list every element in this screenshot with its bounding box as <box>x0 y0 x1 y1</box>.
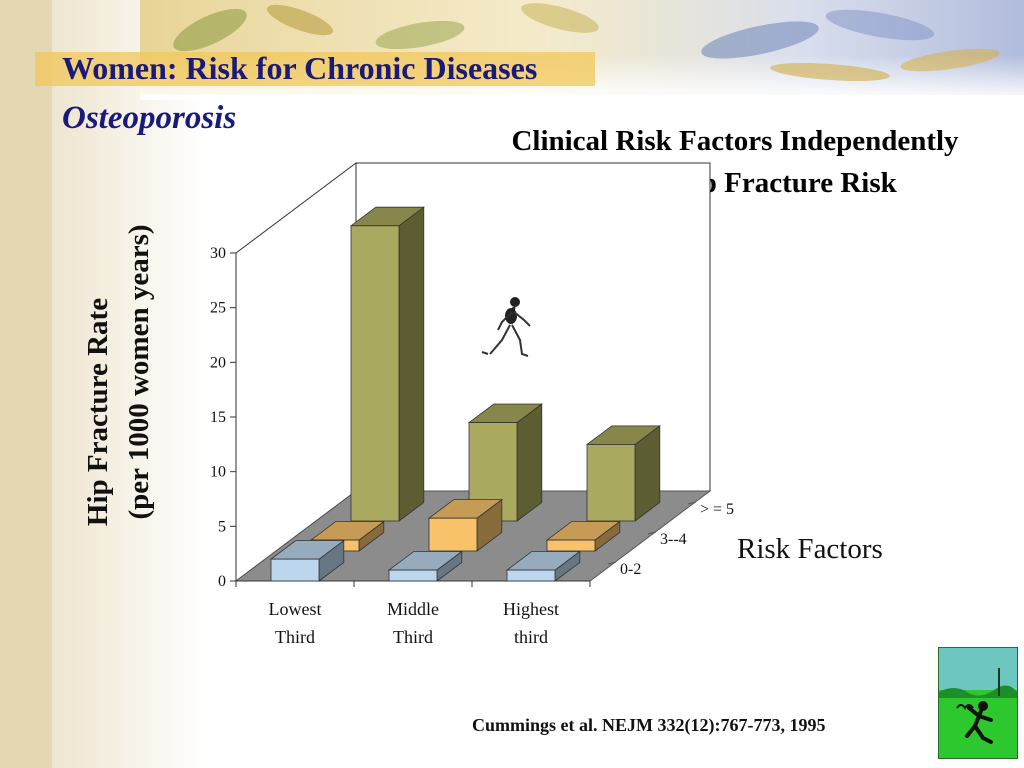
series-labels: 0-2 3--4 > = 5 <box>607 501 734 578</box>
y-tick-label: 0 <box>218 573 226 590</box>
decorative-leaves <box>173 3 1000 82</box>
y-tick-label: 30 <box>210 245 226 262</box>
x-axis-labels: Lowest Third Middle Third Highest third <box>269 599 560 647</box>
runner-logo-icon <box>938 647 1018 759</box>
x-tick-label: Middle <box>387 599 439 619</box>
y-axis-title-line1: Hip Fracture Rate <box>82 298 114 526</box>
bar-front <box>270 558 320 582</box>
risk-factors-label: Risk Factors <box>737 533 883 565</box>
y-tick-label: 15 <box>210 409 226 426</box>
bar <box>585 425 661 522</box>
x-tick-label: Lowest <box>269 599 322 619</box>
bar <box>427 498 503 552</box>
x-tick-label: third <box>514 627 548 647</box>
bar <box>505 550 581 582</box>
bar-front <box>546 539 596 552</box>
z-tick-mark <box>687 501 697 505</box>
slide-subtitle: Osteoporosis <box>62 100 237 136</box>
series-label: > = 5 <box>700 501 734 518</box>
bar <box>545 520 621 552</box>
bar-front <box>388 569 438 582</box>
series-label: 3--4 <box>660 531 687 548</box>
bar <box>349 206 425 522</box>
bar <box>269 539 345 582</box>
bar <box>387 550 463 582</box>
bar-front <box>428 517 478 552</box>
y-tick-label: 10 <box>210 464 226 481</box>
x-tick-label: Third <box>275 627 315 647</box>
x-tick-label: Third <box>393 627 433 647</box>
y-axis-title-line2: (per 1000 women years) <box>123 224 155 519</box>
y-tick-label: 5 <box>218 518 226 535</box>
slide-title: Women: Risk for Chronic Diseases <box>62 50 538 86</box>
bar-front <box>350 225 400 522</box>
bar-side <box>516 403 543 522</box>
z-tick-mark <box>607 561 617 565</box>
z-tick-mark <box>647 531 657 535</box>
bar-front <box>586 444 636 522</box>
bar-side <box>398 206 425 522</box>
bar-group <box>269 206 661 582</box>
y-tick-label: 25 <box>210 300 226 317</box>
bar-front <box>506 569 556 582</box>
chart-heading-line1: Clinical Risk Factors Independently <box>511 125 959 157</box>
citation: Cummings et al. NEJM 332(12):767-773, 19… <box>472 715 826 735</box>
x-tick-label: Highest <box>503 599 559 619</box>
walking-skeleton-icon <box>478 292 554 366</box>
y-tick-label: 20 <box>210 354 226 371</box>
y-axis-title: Hip Fracture Rate (per 1000 women years) <box>82 224 155 526</box>
series-label: 0-2 <box>620 561 641 578</box>
